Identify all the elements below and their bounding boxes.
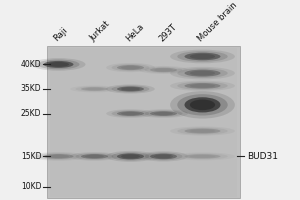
Ellipse shape: [121, 87, 140, 91]
Ellipse shape: [117, 86, 144, 92]
Ellipse shape: [154, 154, 173, 158]
Ellipse shape: [76, 86, 113, 92]
Ellipse shape: [81, 87, 108, 91]
Ellipse shape: [177, 82, 228, 90]
Ellipse shape: [154, 112, 173, 115]
Ellipse shape: [106, 63, 155, 72]
Ellipse shape: [190, 155, 215, 158]
Ellipse shape: [112, 64, 149, 71]
Bar: [50, 48, 237, 197]
Ellipse shape: [184, 53, 220, 60]
Text: 10KD: 10KD: [21, 182, 41, 191]
Ellipse shape: [184, 154, 220, 159]
Ellipse shape: [184, 128, 220, 134]
Ellipse shape: [150, 68, 177, 72]
Ellipse shape: [190, 71, 215, 76]
Ellipse shape: [170, 67, 235, 79]
Ellipse shape: [170, 81, 235, 91]
Text: Raji: Raji: [52, 26, 70, 43]
Ellipse shape: [145, 67, 182, 73]
Text: HeLa: HeLa: [124, 22, 146, 43]
Ellipse shape: [85, 88, 104, 90]
Ellipse shape: [177, 51, 228, 62]
Ellipse shape: [150, 154, 177, 159]
Ellipse shape: [170, 91, 235, 119]
Ellipse shape: [150, 111, 177, 116]
Ellipse shape: [32, 152, 86, 161]
Ellipse shape: [121, 154, 140, 159]
Ellipse shape: [190, 100, 215, 110]
Ellipse shape: [190, 54, 215, 59]
Text: Mouse brain: Mouse brain: [196, 0, 239, 43]
Text: BUD31: BUD31: [248, 152, 278, 161]
Ellipse shape: [44, 154, 74, 159]
Text: 15KD: 15KD: [21, 152, 41, 161]
Text: 25KD: 25KD: [21, 109, 41, 118]
Ellipse shape: [48, 62, 69, 67]
Ellipse shape: [112, 152, 149, 161]
Ellipse shape: [106, 109, 155, 118]
Ellipse shape: [184, 70, 220, 77]
Ellipse shape: [117, 153, 144, 159]
Ellipse shape: [170, 152, 235, 160]
Ellipse shape: [139, 151, 188, 162]
Ellipse shape: [177, 127, 228, 135]
Text: 293T: 293T: [157, 22, 178, 43]
Text: Jurkat: Jurkat: [88, 19, 112, 43]
Ellipse shape: [177, 68, 228, 78]
Text: 35KD: 35KD: [21, 84, 41, 93]
Ellipse shape: [139, 109, 188, 118]
Ellipse shape: [145, 110, 182, 117]
Ellipse shape: [154, 68, 173, 72]
Ellipse shape: [70, 86, 119, 92]
Ellipse shape: [85, 155, 104, 158]
Ellipse shape: [139, 66, 188, 74]
Ellipse shape: [117, 111, 144, 116]
Ellipse shape: [121, 66, 140, 69]
Ellipse shape: [184, 97, 220, 112]
Ellipse shape: [81, 154, 108, 159]
Ellipse shape: [170, 126, 235, 136]
Ellipse shape: [44, 61, 74, 68]
Text: 40KD: 40KD: [21, 60, 41, 69]
Ellipse shape: [177, 94, 228, 116]
Ellipse shape: [106, 151, 155, 162]
Ellipse shape: [117, 65, 144, 70]
Ellipse shape: [121, 112, 140, 115]
Ellipse shape: [76, 153, 113, 160]
Ellipse shape: [70, 152, 119, 161]
Ellipse shape: [184, 83, 220, 89]
Bar: [46, 46, 240, 198]
Ellipse shape: [170, 50, 235, 63]
Ellipse shape: [190, 129, 215, 133]
Ellipse shape: [112, 85, 149, 93]
Ellipse shape: [190, 84, 215, 88]
Ellipse shape: [38, 153, 80, 160]
Ellipse shape: [112, 110, 149, 117]
Ellipse shape: [32, 58, 86, 71]
Ellipse shape: [106, 84, 155, 94]
Ellipse shape: [145, 152, 182, 160]
Ellipse shape: [38, 60, 80, 69]
Ellipse shape: [48, 155, 69, 158]
Ellipse shape: [177, 153, 228, 159]
